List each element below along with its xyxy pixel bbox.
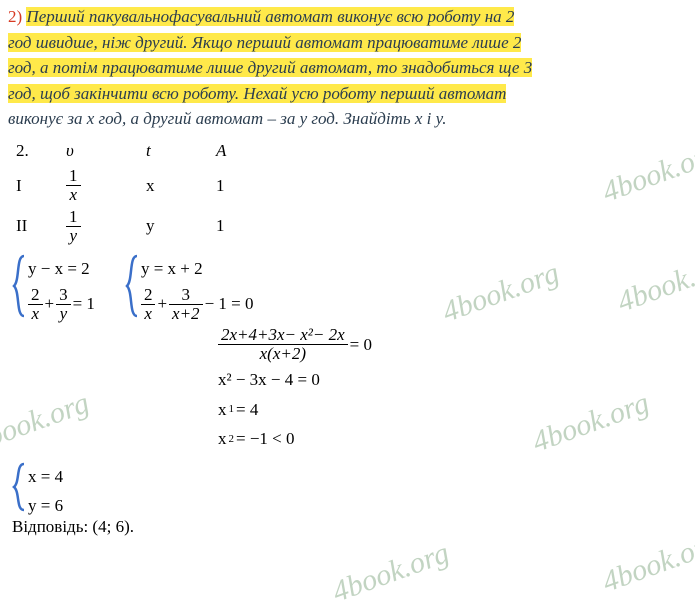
step-quadratic: x² − 3x − 4 = 0 [218, 367, 687, 393]
system-1: y − x = 2 2 x + 3 y = 1 [12, 254, 95, 318]
system-row: y − x = 2 2 x + 3 y = 1 [12, 254, 687, 318]
watermark: 4book.org [0, 381, 95, 465]
row-I-t: x [146, 173, 216, 199]
sys2-eq1: y = x + 2 [141, 256, 254, 282]
answer-text: Відповідь: (4; 6). [12, 514, 687, 540]
problem-hl-3: год, а потім працюватиме лише другий авт… [8, 58, 532, 77]
page: 2) Перший пакувальнофасувальний автомат … [0, 0, 695, 543]
answer-system: x = 4 y = 6 [12, 462, 687, 512]
row-II-rate: 1 y [66, 208, 146, 245]
row-I-A: 1 [216, 173, 286, 199]
step-root1: x1 = 4 [218, 397, 687, 423]
frac-3-xp2: 3 x+2 [169, 286, 203, 323]
step-bigfrac: 2x+4+3x− x²− 2x x(x+2) = 0 [218, 326, 687, 363]
sys2-eq2: 2 x + 3 x+2 − 1 = 0 [141, 286, 254, 323]
col-v: υ [66, 138, 146, 164]
solution-steps: 2x+4+3x− x²− 2x x(x+2) = 0 x² − 3x − 4 =… [218, 326, 687, 451]
problem-text: 2) Перший пакувальнофасувальний автомат … [8, 4, 687, 132]
problem-rest: виконує за x год, а другий автомат – за … [8, 109, 446, 128]
frac-1-over-x: 1 x [66, 167, 81, 204]
answer-system-content: x = 4 y = 6 [26, 462, 63, 512]
watermark: 4book.org [326, 531, 455, 614]
step-root2: x2 = −1 < 0 [218, 426, 687, 452]
brace-icon [125, 254, 139, 318]
sys1-eq1: y − x = 2 [28, 256, 95, 282]
problem-number: 2) [8, 7, 22, 26]
table-label: 2. [16, 138, 66, 164]
row-I-rate: 1 x [66, 167, 146, 204]
col-t: t [146, 138, 216, 164]
row-II-t: y [146, 213, 216, 239]
row-II-A: 1 [216, 213, 286, 239]
rate-table: 2. υ t A I 1 x x 1 II 1 y y 1 [16, 138, 687, 245]
sys1-eq2: 2 x + 3 y = 1 [28, 286, 95, 323]
frac-3-y: 3 y [56, 286, 71, 323]
system-2: y = x + 2 2 x + 3 x+2 − 1 = 0 [125, 254, 254, 318]
frac-big: 2x+4+3x− x²− 2x x(x+2) [218, 326, 348, 363]
frac-2-x: 2 x [28, 286, 43, 323]
problem-hl-4: год, щоб закінчити всю роботу. Нехай усю… [8, 84, 506, 103]
brace-icon [12, 462, 26, 512]
ans-x: x = 4 [28, 464, 63, 490]
brace-icon [12, 254, 26, 318]
frac-2-x-b: 2 x [141, 286, 156, 323]
col-A: A [216, 138, 286, 164]
problem-hl-2: год швидше, ніж другий. Якщо перший авто… [8, 33, 521, 52]
system-2-content: y = x + 2 2 x + 3 x+2 − 1 = 0 [139, 254, 254, 318]
system-1-content: y − x = 2 2 x + 3 y = 1 [26, 254, 95, 318]
frac-1-over-y: 1 y [66, 208, 81, 245]
problem-hl-1: Перший пакувальнофасувальний автомат вик… [26, 7, 514, 26]
row-I-label: I [16, 173, 66, 199]
row-II-label: II [16, 213, 66, 239]
